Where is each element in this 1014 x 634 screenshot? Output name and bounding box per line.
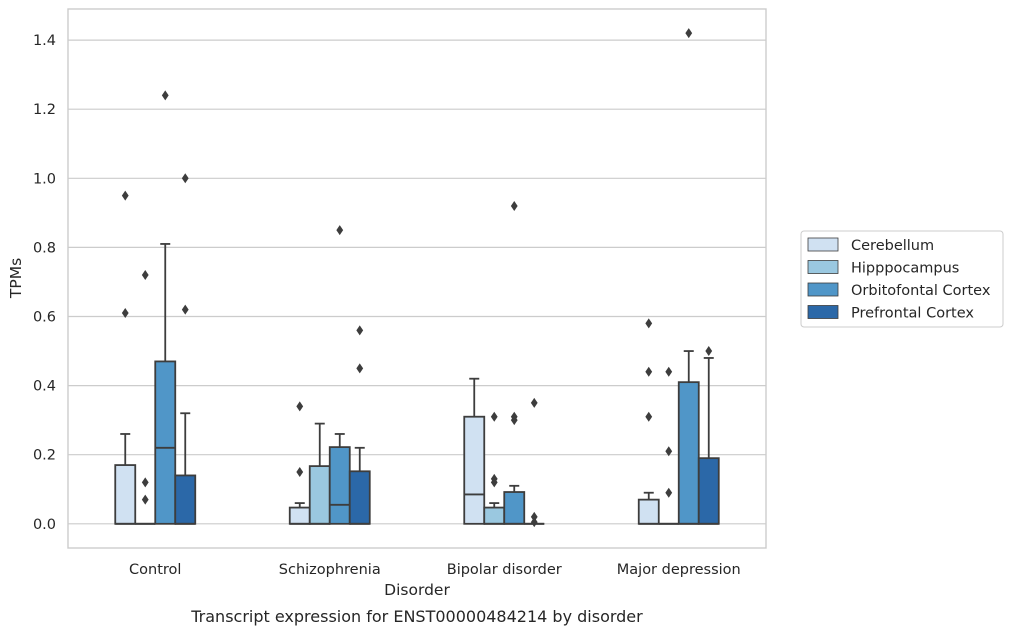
x-tick-labels: Control Schizophrenia Bipolar disorder Majo… [129, 562, 741, 578]
legend-label: Orbitofontal Cortex [851, 283, 991, 299]
box-3-2 [677, 28, 700, 525]
legend-label: Hipppocampus [851, 261, 959, 277]
outlier-point [356, 325, 364, 336]
box-3-1 [658, 366, 679, 525]
box-body [328, 446, 351, 525]
box-3-0 [637, 318, 660, 525]
box-2-0 [463, 377, 486, 525]
box-0-3 [174, 173, 197, 525]
box-3-3 [697, 346, 720, 525]
box-0-2 [154, 90, 177, 525]
outlier-point [296, 466, 304, 477]
plot-frame [67, 8, 767, 549]
y-tick-label: 1.2 [33, 102, 56, 118]
outlier-point [141, 477, 149, 488]
x-tick-label: Schizophrenia [279, 562, 381, 578]
box-body [677, 381, 700, 525]
outlier-point [530, 511, 538, 522]
outlier-point [665, 366, 673, 377]
outlier-point [665, 487, 673, 498]
y-tick-label: 1.0 [33, 171, 56, 187]
legend-swatch [807, 260, 839, 274]
y-tick-label: 0.6 [33, 310, 56, 326]
box-layer [114, 28, 720, 528]
box-1-2 [328, 225, 351, 525]
outlier-point [530, 397, 538, 408]
legend-label: Prefrontal Cortex [851, 306, 974, 322]
y-tick-label: 0.8 [33, 240, 56, 256]
outlier-point [296, 401, 304, 412]
box-body [348, 470, 371, 525]
outlier-point [645, 366, 653, 377]
legend-label: Cerebellum [851, 238, 934, 254]
box-body [483, 506, 506, 525]
box-body [114, 464, 137, 525]
box-body [288, 506, 311, 525]
box-body [308, 465, 331, 525]
box-2-2 [503, 200, 526, 525]
x-tick-label: Control [129, 562, 181, 578]
box-1-3 [348, 325, 371, 525]
y-axis-title: TPMs [7, 258, 25, 299]
y-tick-labels: 0.0 0.2 0.4 0.6 0.8 1.0 1.2 1.4 [33, 33, 56, 533]
outlier-point [490, 411, 498, 422]
outlier-point [141, 270, 149, 281]
x-axis-title: Disorder [384, 581, 450, 599]
outlier-point [530, 517, 538, 528]
y-tick-label: 0.4 [33, 379, 56, 395]
outlier-point [121, 190, 129, 201]
outlier-point [510, 200, 518, 211]
box-body [697, 457, 720, 525]
outlier-point [336, 225, 344, 236]
legend-swatch [807, 282, 839, 297]
box-body [154, 360, 177, 525]
box-body [463, 415, 486, 525]
x-tick-label: Major depression [617, 562, 741, 578]
outlier-point [121, 308, 129, 319]
box-0-1 [135, 270, 156, 525]
outlier-point [510, 411, 518, 422]
box-body [174, 474, 197, 525]
outlier-point [685, 28, 693, 39]
y-tick-label: 1.4 [33, 33, 56, 49]
outlier-point [181, 304, 189, 315]
outlier-point [665, 446, 673, 457]
outlier-point [645, 318, 653, 329]
y-tick-label: 0.2 [33, 448, 56, 464]
outlier-point [181, 173, 189, 184]
outlier-point [161, 90, 169, 101]
outlier-point [141, 494, 149, 505]
legend: Cerebellum Hipppocampus Orbitofontal Corte… [800, 230, 1004, 328]
y-tick-label: 0.0 [33, 517, 56, 533]
box-body [503, 491, 526, 525]
outlier-point [490, 473, 498, 484]
box-0-0 [114, 190, 137, 525]
legend-swatch [807, 305, 839, 319]
legend-frame [800, 230, 1004, 328]
chart-caption: Transcript expression for ENST0000048421… [190, 607, 643, 626]
outlier-point [705, 346, 713, 357]
legend-swatch [807, 237, 839, 252]
outlier-point [645, 411, 653, 422]
box-body [637, 498, 660, 525]
outlier-point [356, 363, 364, 374]
box-2-3 [524, 397, 545, 528]
x-tick-label: Bipolar disorder [447, 562, 562, 578]
